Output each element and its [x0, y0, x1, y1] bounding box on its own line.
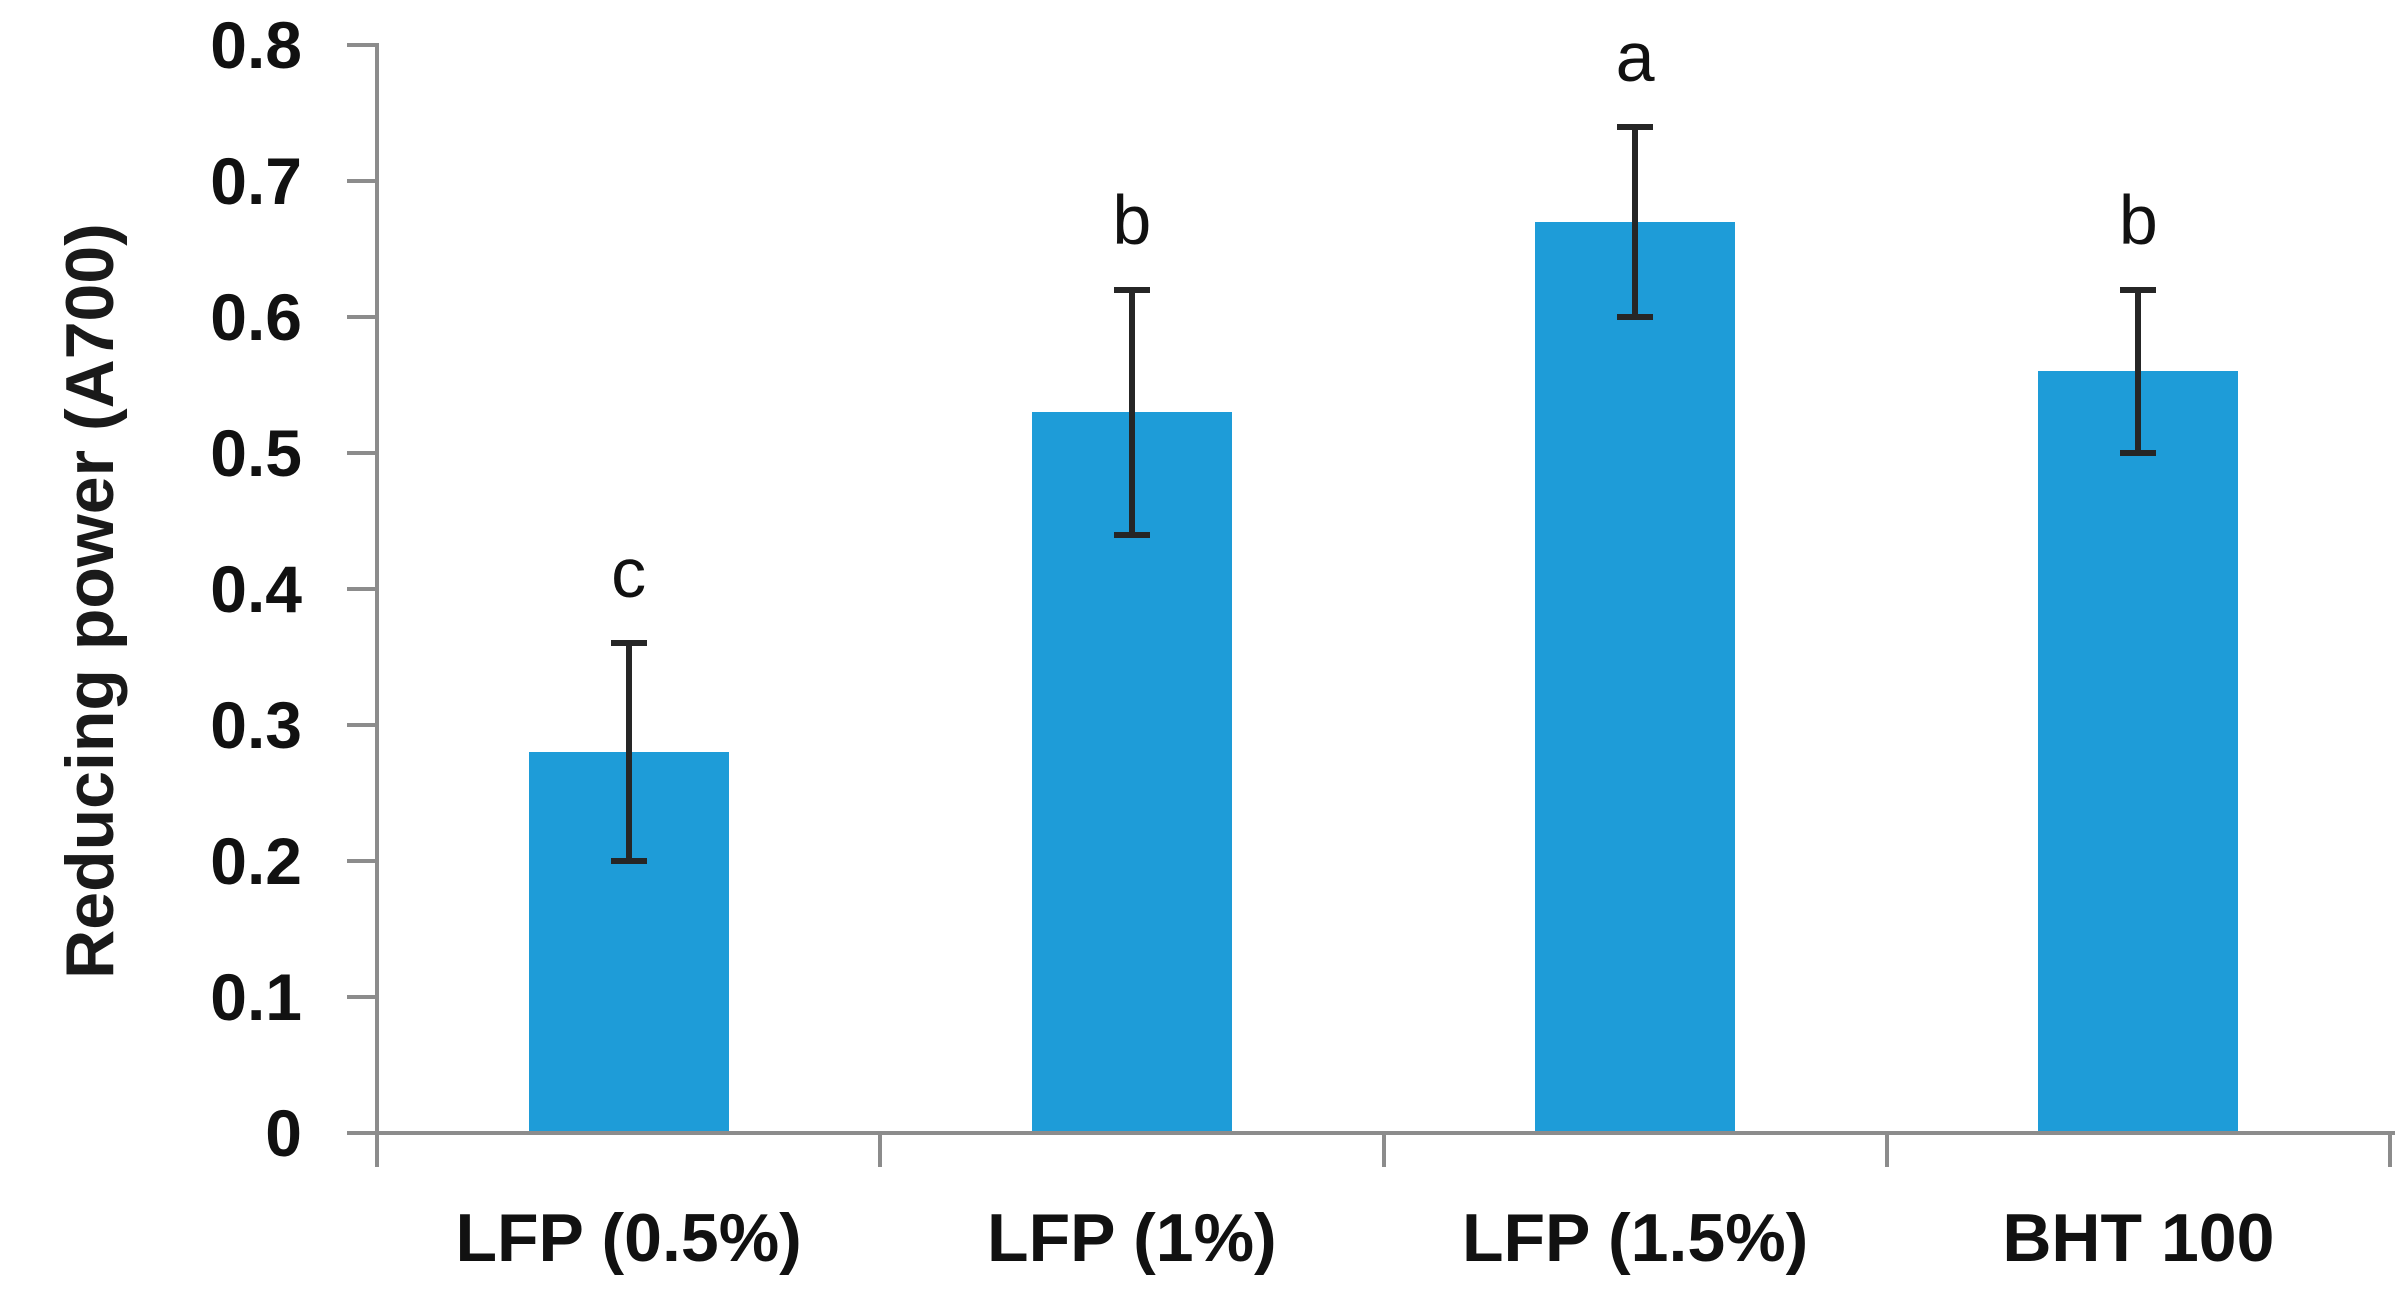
x-tick-mark — [2388, 1133, 2392, 1167]
y-tick-mark — [347, 179, 379, 183]
y-tick-mark — [347, 43, 379, 47]
error-bar-whisker — [1128, 289, 1135, 535]
x-tick-mark — [1381, 1133, 1386, 1167]
y-tick-label: 0.2 — [210, 824, 302, 898]
bar — [2038, 371, 2239, 1133]
error-bar-whisker — [1632, 126, 1639, 317]
x-axis-label: LFP (1%) — [987, 1200, 1277, 1276]
error-bar-cap-bottom — [2120, 450, 2157, 456]
error-bar-cap-top — [2120, 286, 2157, 293]
y-axis-line — [375, 45, 379, 1133]
significance-letter: b — [2118, 180, 2158, 259]
significance-letter: a — [1615, 17, 1655, 96]
x-axis-label: BHT 100 — [2002, 1200, 2275, 1276]
y-tick-label: 0.3 — [210, 688, 302, 762]
x-tick-mark — [1884, 1133, 1889, 1167]
error-bar-cap-bottom — [1617, 314, 1654, 320]
x-axis-label: LFP (1.5%) — [1461, 1200, 1809, 1276]
y-tick-mark — [347, 315, 379, 319]
y-tick-mark — [347, 451, 379, 455]
error-bar-cap-bottom — [1113, 531, 1150, 538]
error-bar-cap-bottom — [610, 858, 647, 864]
bar — [1535, 221, 1736, 1133]
error-bar-cap-top — [1617, 123, 1654, 130]
x-axis-line — [375, 1131, 2395, 1135]
y-tick-mark — [347, 859, 379, 863]
x-tick-mark — [375, 1133, 379, 1167]
y-tick-label: 0.5 — [210, 416, 302, 490]
y-tick-mark — [347, 723, 379, 727]
x-tick-mark — [878, 1133, 883, 1167]
y-tick-label: 0.7 — [210, 144, 302, 218]
error-bar-cap-top — [610, 640, 647, 647]
y-tick-mark — [347, 1131, 379, 1135]
y-tick-label: 0.8 — [210, 8, 302, 82]
y-tick-mark — [347, 587, 379, 591]
significance-letter: b — [1112, 180, 1152, 259]
error-bar-cap-top — [1113, 286, 1150, 293]
significance-letter: c — [611, 534, 647, 613]
y-tick-label: 0.6 — [210, 280, 302, 354]
y-tick-label: 0.1 — [210, 960, 302, 1034]
y-tick-label: 0 — [265, 1096, 302, 1170]
error-bar-whisker — [625, 643, 632, 861]
error-bar-whisker — [2135, 289, 2142, 453]
x-axis-label: LFP (0.5%) — [455, 1200, 802, 1276]
y-tick-mark — [347, 995, 379, 999]
y-tick-label: 0.4 — [210, 552, 302, 626]
